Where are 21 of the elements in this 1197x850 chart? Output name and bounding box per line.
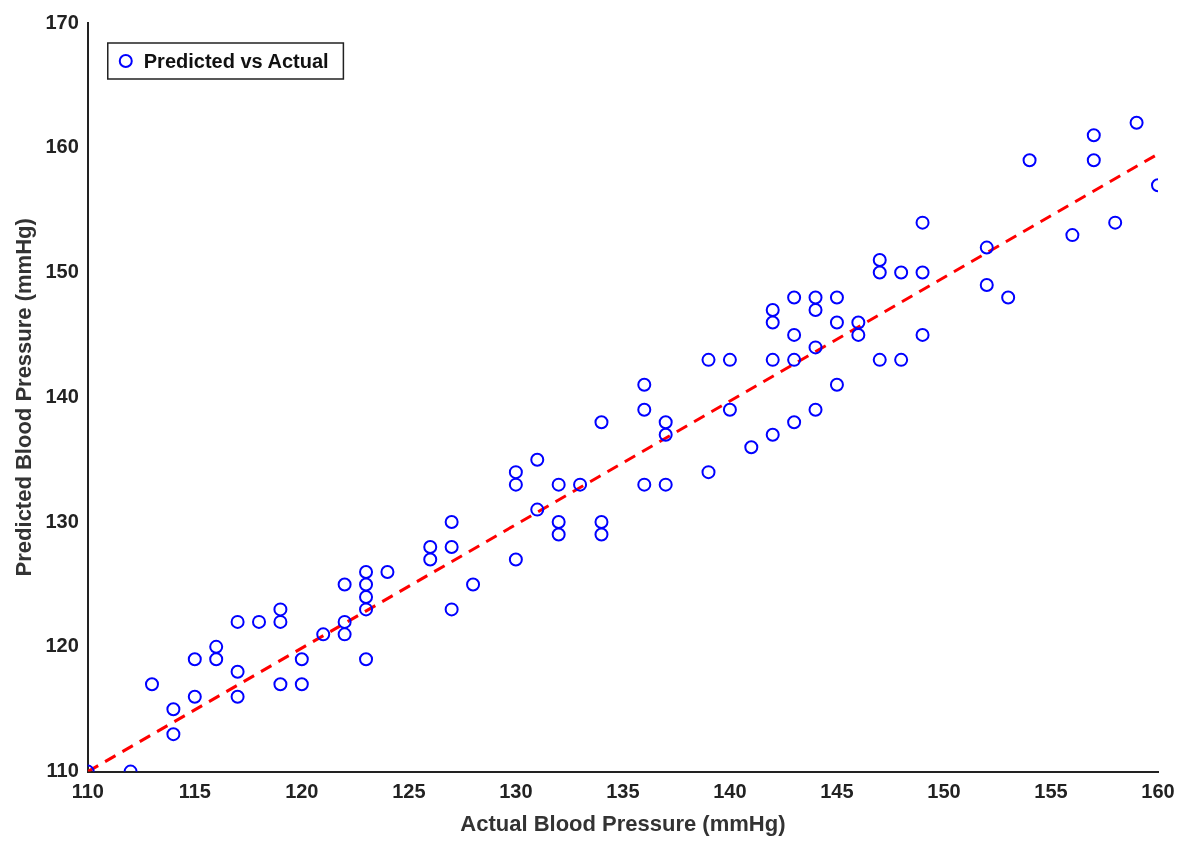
x-tick-label: 155 bbox=[1034, 780, 1068, 803]
y-tick-label: 160 bbox=[45, 135, 79, 158]
x-tick-label: 145 bbox=[820, 780, 854, 803]
x-tick-label: 135 bbox=[606, 780, 640, 803]
y-tick-label: 120 bbox=[45, 634, 79, 657]
x-tick-label: 140 bbox=[713, 780, 747, 803]
y-tick-label: 110 bbox=[46, 759, 79, 782]
x-tick-label: 160 bbox=[1141, 780, 1175, 803]
x-tick-label: 120 bbox=[285, 780, 319, 803]
y-tick-label: 130 bbox=[45, 509, 79, 532]
x-tick-label: 130 bbox=[499, 780, 533, 803]
x-axis-title: Actual Blood Pressure (mmHg) bbox=[460, 810, 786, 836]
y-tick-label: 170 bbox=[45, 10, 79, 33]
legend-label: Predicted vs Actual bbox=[143, 49, 329, 72]
y-axis-title: Predicted Blood Pressure (mmHg) bbox=[11, 218, 37, 577]
y-tick-label: 150 bbox=[45, 260, 79, 283]
x-tick-label: 110 bbox=[71, 780, 104, 803]
x-tick-label: 150 bbox=[927, 780, 961, 803]
x-tick-label: 125 bbox=[392, 780, 426, 803]
y-tick-label: 140 bbox=[45, 384, 79, 407]
x-tick-label: 115 bbox=[178, 780, 211, 803]
